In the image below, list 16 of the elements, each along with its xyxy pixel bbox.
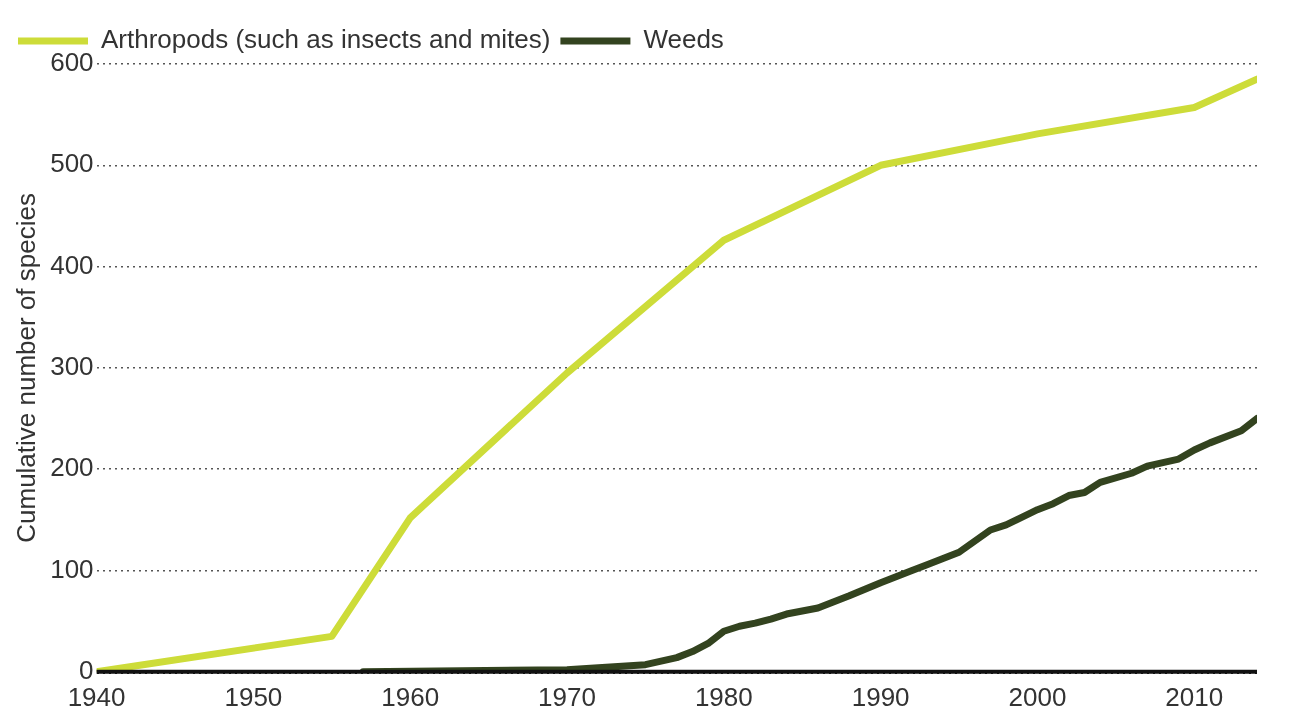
x-tick-label: 2000 [1008, 681, 1067, 712]
x-tick-label: 1970 [538, 681, 596, 712]
x-tick-label: 1960 [381, 681, 440, 712]
y-tick-label: 400 [50, 249, 94, 280]
legend-label: Arthropods (such as insects and mites) [101, 24, 551, 55]
x-tick-label: 1980 [694, 681, 753, 712]
y-tick-label: 200 [50, 452, 94, 483]
legend-label: Weeds [643, 24, 724, 55]
y-tick-label: 300 [50, 351, 94, 382]
x-tick-label: 1950 [224, 681, 283, 712]
y-tick-label: 100 [50, 553, 94, 584]
y-axis-title: Cumulative number of species [10, 193, 41, 543]
x-tick-label: 2010 [1165, 681, 1224, 712]
y-tick-label: 600 [50, 47, 94, 78]
y-tick-label: 500 [50, 148, 94, 179]
x-tick-label: 1990 [851, 681, 910, 712]
